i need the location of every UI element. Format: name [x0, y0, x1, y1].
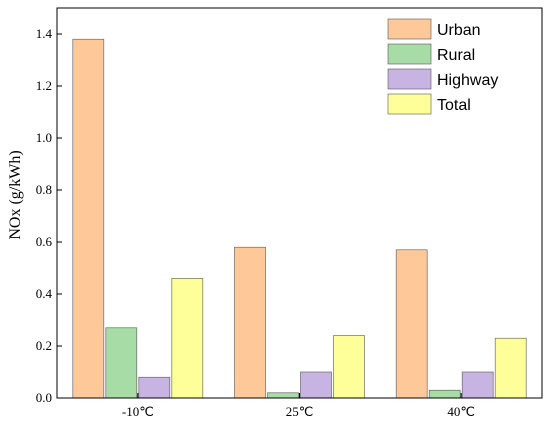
y-tick-label: 1.4 [36, 26, 53, 41]
bar-urban-2 [234, 246, 266, 399]
y-axis-title: NOx (g/kWh) [7, 150, 24, 239]
y-tick-label: 1.0 [36, 130, 52, 145]
y-tick-label: 0.4 [36, 286, 53, 301]
legend-swatch-total [387, 93, 432, 115]
legend-swatch-urban [387, 18, 432, 40]
legend-swatch-highway [387, 68, 432, 90]
bar-urban-3 [395, 249, 428, 399]
x-tick-label: -10℃ [122, 404, 154, 419]
y-tick-label: 0.8 [36, 182, 52, 197]
bar-highway-3 [461, 371, 494, 399]
y-tick-label: 0.6 [36, 234, 53, 249]
bar-rural-2 [267, 392, 299, 399]
y-tick-label: 0.2 [36, 338, 52, 353]
bar-rural-3 [428, 389, 461, 399]
bar-total-3 [494, 337, 527, 399]
legend-label-urban: Urban [437, 22, 481, 39]
x-tick-label: 40℃ [447, 404, 475, 419]
legend-swatch-rural [387, 43, 432, 65]
bar-urban-1 [72, 38, 105, 399]
bar-highway-2 [300, 371, 332, 399]
x-tick-label: 25℃ [286, 404, 314, 419]
bar-total-2 [333, 335, 365, 399]
legend-label-highway: Highway [437, 72, 498, 89]
y-tick-label: 1.2 [36, 78, 52, 93]
x-axis: -10℃ 25℃ 40℃ [122, 393, 475, 419]
legend-label-rural: Rural [437, 47, 475, 64]
legend: Urban Rural Highway Total [387, 18, 498, 115]
bars-group [72, 38, 527, 399]
plot-frame [56, 7, 543, 399]
legend-label-total: Total [437, 97, 471, 114]
y-tick-label: 0.0 [36, 390, 52, 405]
bar-total-1 [171, 278, 204, 399]
y-axis: 0.0 0.2 0.4 0.6 0.8 1.0 1.2 1.4 [36, 26, 62, 405]
bar-rural-1 [105, 327, 138, 399]
bar-highway-1 [138, 376, 171, 399]
